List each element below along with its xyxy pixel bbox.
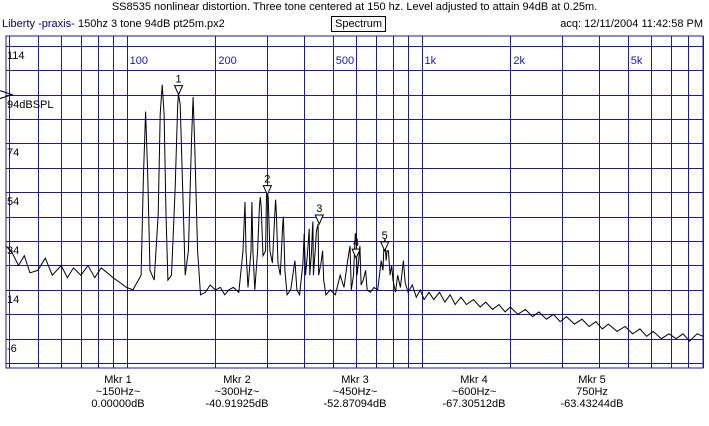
marker-label: 1 [175, 74, 181, 86]
y-tick-label: 94dBSPL [7, 99, 53, 111]
plot-frame [5, 35, 704, 369]
marker-readout-freq: ~600Hz~ [451, 386, 497, 398]
info-bar: Liberty -praxis- 150hz 3 tone 94dB pt25m… [0, 16, 709, 32]
y-tick-label: 114 [7, 50, 25, 62]
x-tick-label: 500 [336, 55, 354, 67]
marker-readout-name: Mkr 1 [104, 374, 132, 386]
marker-label: 2 [264, 174, 270, 186]
marker-readout-value: 0.00000dB [91, 398, 145, 410]
y-tick-label: 54 [7, 196, 19, 208]
marker-readout-freq: ~450Hz~ [332, 386, 378, 398]
marker-readout-value: -63.43244dB [560, 398, 624, 410]
marker-readout-value: -40.91925dB [205, 398, 269, 410]
marker-readout-name: Mkr 2 [223, 374, 251, 386]
spectrum-mode-button[interactable]: Spectrum [331, 16, 387, 32]
marker-readout-name: Mkr 3 [341, 374, 369, 386]
file-name: 150hz 3 tone 94dB pt25m.px2 [78, 18, 225, 30]
marker-readout-2: Mkr 2 ~300Hz~ -40.91925dB [177, 374, 297, 410]
marker-readout-freq: ~150Hz~ [95, 386, 141, 398]
marker-triangle [314, 214, 325, 226]
marker-readout-value: -52.87094dB [323, 398, 387, 410]
marker-readout-value: -67.30512dB [442, 398, 506, 410]
acquisition-timestamp: acq: 12/11/2004 11:42:58 PM [560, 18, 703, 30]
marker-readout-1: Mkr 1 ~150Hz~ 0.00000dB [58, 374, 178, 410]
spectrum-trace [6, 84, 703, 342]
marker-readout-freq: 750Hz [576, 386, 608, 398]
marker-readout-freq: ~300Hz~ [214, 386, 260, 398]
x-tick-label: 2k [513, 55, 525, 67]
app-name: Liberty -praxis- [2, 18, 75, 30]
chart-title: SS8535 nonlinear distortion. Three tone … [111, 1, 598, 13]
y-tick-label: 34 [7, 245, 19, 257]
x-tick-label: 1k [425, 55, 437, 67]
marker-readout-name: Mkr 4 [460, 374, 488, 386]
y-tick-label: 14 [7, 294, 19, 306]
marker-readout-4: Mkr 4 ~600Hz~ -67.30512dB [414, 374, 534, 410]
reference-level-arrow [0, 90, 14, 100]
marker-triangle [262, 185, 273, 196]
marker-readout-table: Mkr 1 ~150Hz~ 0.00000dB Mkr 2 ~300Hz~ -4… [0, 374, 709, 424]
marker-triangle [379, 241, 390, 253]
marker-triangle [351, 248, 361, 260]
marker-label: 3 [316, 203, 322, 215]
marker-readout-3: Mkr 3 ~450Hz~ -52.87094dB [295, 374, 415, 410]
y-tick-label: 74 [7, 147, 19, 159]
x-tick-label: 200 [218, 55, 236, 67]
marker-triangle [173, 85, 184, 96]
marker-label: 4 [353, 237, 359, 249]
marker-readout-name: Mkr 5 [578, 374, 606, 386]
marker-label: 5 [382, 230, 388, 242]
x-tick-label: 5k [631, 55, 643, 67]
y-tick-label: -6 [7, 343, 17, 355]
x-tick-label: 100 [130, 55, 148, 67]
marker-readout-5: Mkr 5 750Hz -63.43244dB [532, 374, 652, 410]
